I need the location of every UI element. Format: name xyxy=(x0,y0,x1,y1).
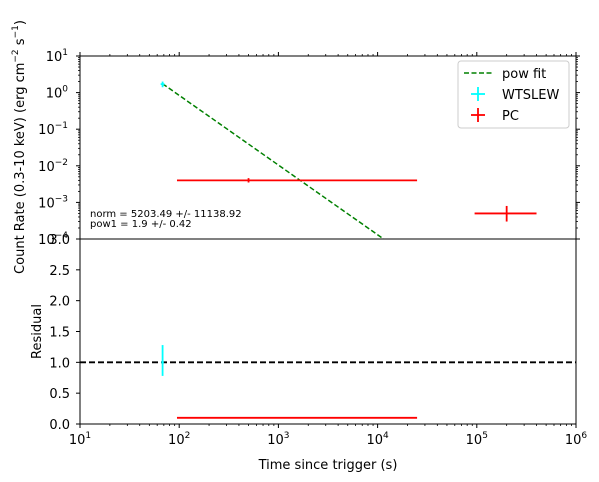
x-tick-label: 106 xyxy=(565,431,588,448)
legend-label: pow fit xyxy=(502,67,546,82)
fit-annotation: norm = 5203.49 +/- 11138.92 xyxy=(90,209,242,220)
x-tick-label: 105 xyxy=(466,431,488,448)
fit-annotation: pow1 = 1.9 +/- 0.42 xyxy=(90,219,192,230)
axis-labels: Time since trigger (s) Residual Count Rate… xyxy=(11,20,397,473)
legend-label: WTSLEW xyxy=(502,88,560,103)
legend: pow fit WTSLEW PC xyxy=(457,60,570,129)
legend-box xyxy=(457,60,570,129)
residual-panel: 0.0 0.5 1.0 1.5 2.0 2.5 3.0 101 102 103 104 105 106 xyxy=(49,233,587,448)
y-tick-label: 3.0 xyxy=(49,233,70,248)
legend-label: PC xyxy=(502,109,519,124)
pow-fit-line xyxy=(162,83,385,239)
y-tick-label: 2.0 xyxy=(49,295,70,310)
y-tick-label: 2.5 xyxy=(49,264,70,279)
count-rate-y-axis-label: Count Rate (0.3-10 keV) (erg cm−2 s−1) xyxy=(11,20,28,274)
x-tick-label: 104 xyxy=(366,431,389,448)
x-tick-label: 101 xyxy=(69,431,91,448)
count-rate-panel: 10−4 10−3 10−2 10−1 100 101 norm = 5203.49 +/-… xyxy=(38,48,580,248)
y-tick-label: 10−4 xyxy=(38,231,68,248)
x-tick-label: 102 xyxy=(168,431,190,448)
residual-y-axis-label: Residual xyxy=(30,304,45,359)
y-tick-label: 10−3 xyxy=(38,194,68,211)
y-tick-label: 100 xyxy=(46,85,69,102)
y-tick-label: 1.0 xyxy=(49,356,70,371)
y-tick-label: 1.5 xyxy=(49,326,70,341)
y-tick-label: 0.0 xyxy=(49,418,70,433)
y-tick-label: 0.5 xyxy=(49,387,70,402)
y-tick-label: 10−1 xyxy=(38,121,68,138)
x-axis-label: Time since trigger (s) xyxy=(258,458,398,473)
bottom-axes-frame xyxy=(79,238,577,425)
top-plot-area xyxy=(160,81,537,239)
bottom-plot-area xyxy=(80,345,576,419)
y-tick-label: 101 xyxy=(46,48,68,65)
x-tick-label: 103 xyxy=(267,431,289,448)
y-tick-label: 10−2 xyxy=(38,158,68,175)
